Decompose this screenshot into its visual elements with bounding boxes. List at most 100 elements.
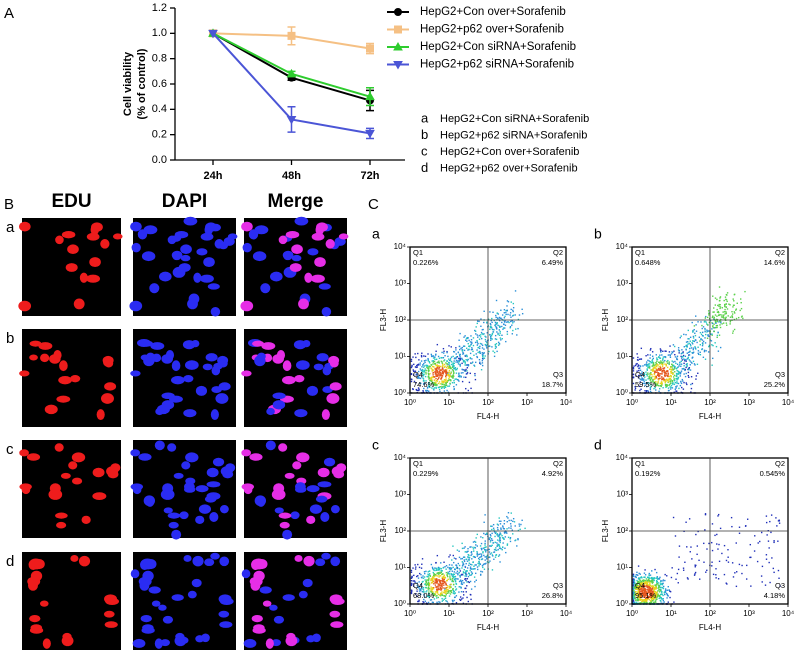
legend-marker xyxy=(394,25,402,34)
quadrant-value: 68.0% xyxy=(413,591,435,600)
marker xyxy=(366,44,374,53)
y-tick-label: 10¹ xyxy=(616,563,628,572)
quadrant-name: Q2 xyxy=(775,248,785,257)
quadrant-name: Q4 xyxy=(413,581,423,590)
x-tick-label: 10⁰ xyxy=(404,398,416,407)
micrograph xyxy=(130,440,236,540)
quadrant-value: 26.8% xyxy=(542,591,564,600)
panel-label: B xyxy=(4,196,14,213)
x-tick-label: 10⁰ xyxy=(404,609,416,618)
y-axis-label: (% of control) xyxy=(136,48,148,119)
y-tick-label: 1.0 xyxy=(152,27,167,39)
y-tick-label: 10⁴ xyxy=(394,453,407,462)
plot-label: d xyxy=(594,437,602,453)
quadrant-name: Q2 xyxy=(553,248,563,257)
x-tick-label: 10¹ xyxy=(665,609,677,618)
y-tick-label: 10⁴ xyxy=(394,242,407,251)
row-label: a xyxy=(6,219,15,236)
y-tick-label: 10⁰ xyxy=(616,599,628,608)
y-axis-label: FL3-H xyxy=(601,520,610,542)
x-tick-label: 10⁴ xyxy=(782,609,795,618)
quadrant-value: 25.2% xyxy=(764,380,786,389)
scatter-cloud xyxy=(410,290,524,394)
quadrant-name: Q3 xyxy=(775,370,785,379)
y-tick-label: 10² xyxy=(394,315,406,324)
marker xyxy=(365,129,375,139)
legend-label: HepG2+Con over+Sorafenib xyxy=(420,6,566,18)
x-tick-label: 48h xyxy=(282,170,301,182)
quadrant-value: 0.545% xyxy=(760,469,786,478)
scatter-cloud xyxy=(632,286,746,394)
y-tick-label: 10¹ xyxy=(616,352,628,361)
quadrant-name: Q1 xyxy=(413,248,423,257)
quadrant-name: Q1 xyxy=(635,248,645,257)
quadrant-name: Q2 xyxy=(553,459,563,468)
y-tick-label: 0.8 xyxy=(152,53,167,65)
key-letter: b xyxy=(421,127,428,142)
quadrant-value: 0.229% xyxy=(413,469,439,478)
key-letter: d xyxy=(421,160,428,175)
legend-marker xyxy=(393,41,403,51)
x-tick-label: 72h xyxy=(361,170,380,182)
y-tick-label: 1.2 xyxy=(152,2,167,14)
micrograph xyxy=(22,552,121,650)
y-tick-label: 10⁰ xyxy=(616,388,628,397)
micrograph xyxy=(19,329,121,427)
quadrant-name: Q4 xyxy=(635,370,645,379)
y-tick-label: 10⁰ xyxy=(394,388,406,397)
quadrant-name: Q4 xyxy=(413,370,423,379)
quadrant-value: 6.49% xyxy=(542,258,564,267)
row-label: d xyxy=(6,553,14,570)
micrograph xyxy=(130,329,236,427)
quadrant-value: 59.5% xyxy=(635,380,657,389)
plot-label: c xyxy=(372,437,379,453)
legend-label: HepG2+p62 over+Sorafenib xyxy=(420,24,564,36)
row-label: c xyxy=(6,441,14,458)
x-tick-label: 10¹ xyxy=(665,398,677,407)
legend-label: HepG2+Con siRNA+Sorafenib xyxy=(420,41,576,53)
marker xyxy=(208,29,218,39)
marker xyxy=(287,31,296,40)
column-header: Merge xyxy=(268,191,324,212)
micrograph xyxy=(18,218,123,316)
y-axis-label: FL3-H xyxy=(379,309,388,331)
panel-label: A xyxy=(4,5,14,22)
plot-label: a xyxy=(372,226,380,242)
key-text: HepG2+p62 over+Sorafenib xyxy=(440,162,578,174)
row-label: b xyxy=(6,330,14,347)
quadrant-name: Q4 xyxy=(635,581,645,590)
quadrant-value: 4.92% xyxy=(542,469,564,478)
y-tick-label: 0.2 xyxy=(152,129,167,141)
x-tick-label: 10² xyxy=(482,398,494,407)
marker xyxy=(286,68,297,78)
quadrant-name: Q1 xyxy=(635,459,645,468)
marker xyxy=(286,115,297,125)
legend-marker xyxy=(394,8,402,16)
x-tick-label: 10¹ xyxy=(443,398,455,407)
y-tick-label: 10³ xyxy=(394,279,406,288)
scatter-cloud xyxy=(410,512,526,605)
quadrant-value: 74.6% xyxy=(413,380,435,389)
plot-label: b xyxy=(594,226,602,242)
x-tick-label: 10³ xyxy=(743,609,755,618)
quadrant-name: Q1 xyxy=(413,459,423,468)
x-tick-label: 10² xyxy=(704,609,716,618)
y-tick-label: 0.4 xyxy=(152,103,167,115)
x-tick-label: 10² xyxy=(482,609,494,618)
micrograph xyxy=(241,440,347,540)
column-header: EDU xyxy=(51,191,91,212)
x-tick-label: 10⁰ xyxy=(626,398,638,407)
y-tick-label: 10² xyxy=(394,526,406,535)
quadrant-value: 14.6% xyxy=(764,258,786,267)
x-tick-label: 24h xyxy=(204,170,223,182)
quadrant-value: 18.7% xyxy=(542,380,564,389)
quadrant-value: 4.18% xyxy=(764,591,786,600)
x-tick-label: 10³ xyxy=(521,609,533,618)
micrograph xyxy=(241,329,347,427)
marker xyxy=(365,91,375,101)
x-axis-label: FL4-H xyxy=(699,623,721,632)
quadrant-value: 95.1% xyxy=(635,591,657,600)
y-tick-label: 10² xyxy=(616,315,628,324)
quadrant-name: Q3 xyxy=(775,581,785,590)
